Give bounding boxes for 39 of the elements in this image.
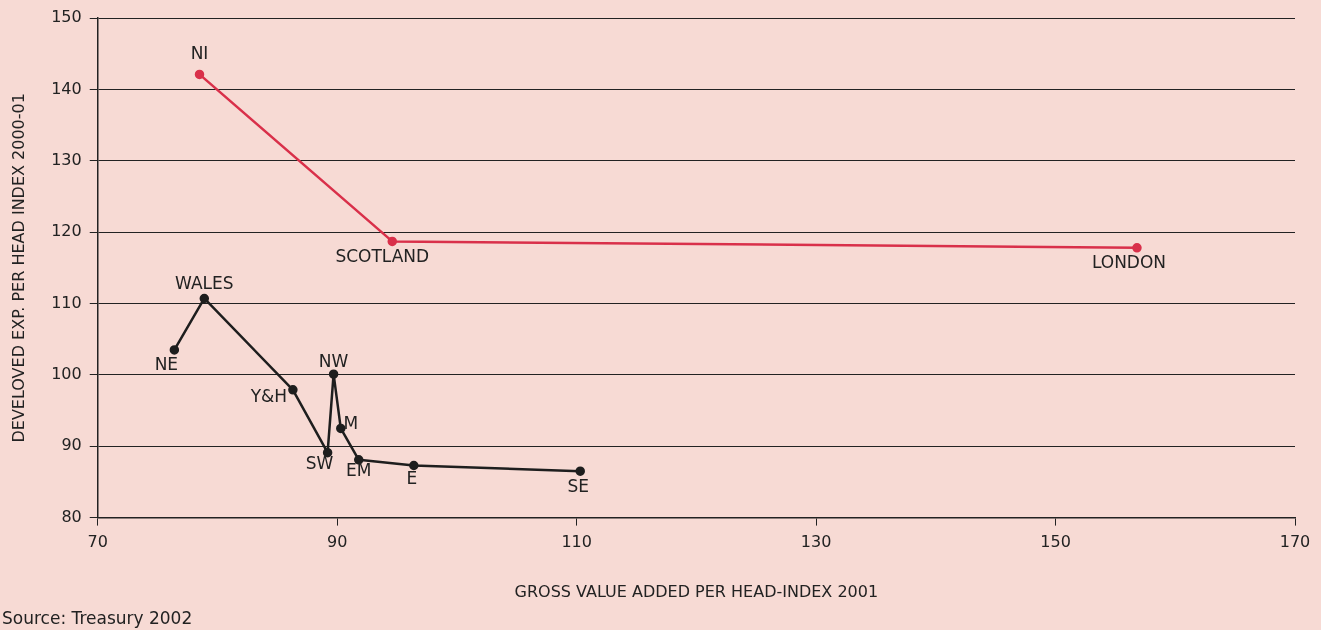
point	[575, 466, 585, 476]
point	[409, 460, 419, 471]
y-tick-label: 120	[51, 221, 82, 241]
y-tick-label: 100	[51, 364, 82, 384]
point	[387, 236, 398, 247]
y-axis-title: DEVELOVED EXP. PER HEAD INDEX 2000-01	[8, 93, 28, 443]
point	[194, 69, 205, 80]
x-tick-label: 70	[87, 532, 108, 552]
x-tick-label: 150	[1040, 532, 1071, 552]
x-tick-label: 170	[1279, 532, 1311, 552]
annotation: SCOTLAND	[335, 245, 430, 266]
x-axis-title: GROSS VALUE ADDED PER HEAD-INDEX 2001	[514, 581, 879, 601]
y-tick-label: 140	[51, 78, 82, 98]
x-tick-label: 110	[561, 532, 592, 552]
point	[169, 345, 180, 355]
annotation: WALES	[175, 272, 234, 293]
annotation: SE	[567, 475, 590, 496]
annotation: LONDON	[1091, 252, 1167, 273]
annotation: EM	[346, 460, 372, 481]
y-tick-label: 80	[61, 506, 82, 526]
y-tick-label: 130	[51, 149, 82, 169]
y-tick-label: 90	[61, 435, 82, 455]
annotation: SW	[305, 453, 334, 474]
annotation: NI	[190, 42, 209, 63]
point	[328, 369, 339, 379]
annotation: E	[406, 467, 418, 488]
point	[288, 385, 298, 395]
annotation: M	[343, 412, 359, 433]
y-tick-label: 110	[51, 292, 82, 312]
point	[1132, 243, 1142, 253]
annotation: NE	[154, 354, 179, 375]
annotation: Y&H	[249, 386, 288, 407]
point	[336, 423, 346, 434]
point	[199, 293, 210, 304]
y-tick-label: 150	[51, 7, 82, 27]
annotation: NW	[318, 350, 349, 371]
x-tick-label: 90	[327, 532, 348, 552]
source-note: Source: Treasury 2002	[2, 607, 193, 628]
x-tick-label: 130	[800, 532, 832, 552]
